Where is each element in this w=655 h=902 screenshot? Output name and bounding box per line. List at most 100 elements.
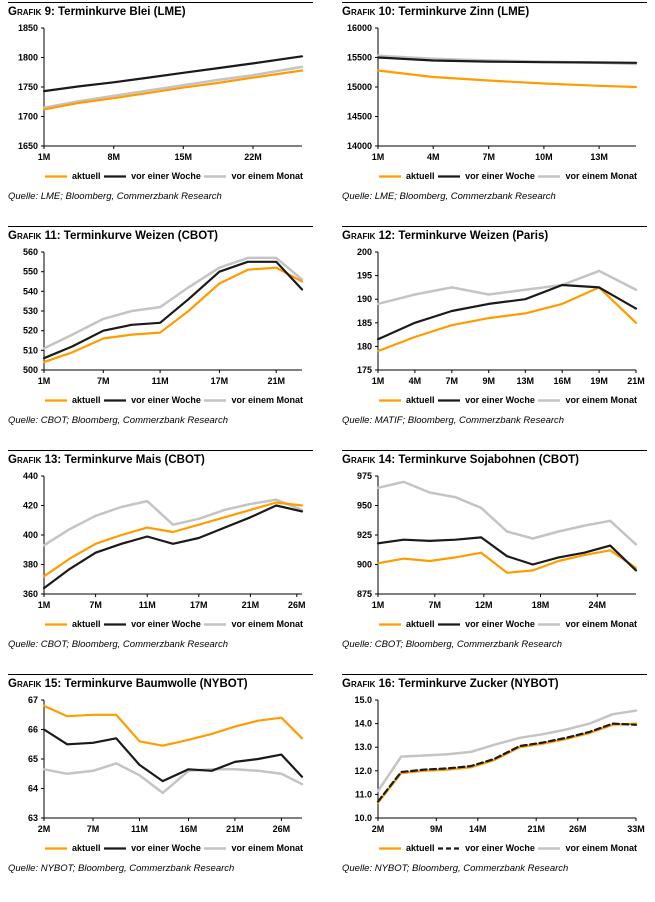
line-chart: 175 180 185 190 195 200 1M 4M 7M 9M 13M 16M 19M 21M [342, 244, 647, 390]
svg-text:19M: 19M [590, 376, 608, 386]
legend-label: vor einem Monat [565, 619, 637, 629]
svg-text:9M: 9M [430, 824, 443, 834]
legend-label: vor einem Monat [565, 171, 637, 181]
svg-text:26M: 26M [288, 600, 306, 610]
svg-text:1M: 1M [38, 152, 51, 162]
legend-label: vor einem Monat [231, 843, 303, 853]
chart-svg: 14000 14500 15000 15500 16000 1M 4M 7M 10M 13M [347, 23, 638, 162]
chart-svg: 175 180 185 190 195 200 1M 4M 7M 9M 13M 16M 19M 21M [357, 247, 645, 386]
legend-item: vor einem Monat [537, 395, 637, 405]
svg-text:7M: 7M [89, 600, 102, 610]
svg-text:1750: 1750 [18, 82, 38, 92]
legend-label: vor einer Woche [131, 171, 201, 181]
svg-text:1M: 1M [372, 376, 385, 386]
legend-label: aktuell [406, 843, 435, 853]
svg-text:26M: 26M [273, 824, 291, 834]
svg-text:975: 975 [357, 471, 372, 481]
svg-text:11M: 11M [139, 600, 156, 610]
svg-text:925: 925 [357, 530, 372, 540]
legend-item: aktuell [44, 395, 101, 405]
legend-label: vor einer Woche [465, 619, 535, 629]
legend-swatch [204, 622, 227, 626]
chart-label: Grafik 11: [8, 230, 61, 242]
chart-title-text: Terminkurve Blei (LME) [58, 6, 186, 18]
legend-item: vor einer Woche [103, 843, 201, 853]
svg-text:12M: 12M [475, 600, 493, 610]
chart-legend: aktuell vor einer Woche vor einem Monat [342, 393, 647, 407]
svg-text:16M: 16M [180, 824, 198, 834]
chart-title: Grafik 14: Terminkurve Sojabohnen (CBOT) [342, 454, 647, 466]
chart-source: Quelle: CBOT; Bloomberg, Commerzbank Res… [342, 639, 562, 650]
chart-svg: 1650 1700 1750 1800 1850 1M 8M 15M 22M [18, 23, 304, 162]
chart-title-text: Terminkurve Weizen (CBOT) [63, 230, 218, 242]
svg-text:195: 195 [357, 271, 372, 281]
legend-label: aktuell [72, 619, 101, 629]
legend-swatch [538, 622, 561, 626]
legend-swatch [538, 846, 561, 850]
legend-swatch [45, 174, 67, 178]
svg-text:10.0: 10.0 [354, 813, 372, 823]
chart-label: Grafik 12: [342, 230, 396, 242]
svg-text:1850: 1850 [18, 23, 38, 33]
svg-text:11M: 11M [131, 824, 148, 834]
legend-swatch [104, 622, 127, 626]
panel-divider [8, 450, 313, 451]
legend-label: aktuell [72, 843, 101, 853]
legend-swatch [538, 398, 561, 402]
svg-text:26M: 26M [569, 824, 587, 834]
legend-swatch [204, 174, 227, 178]
svg-text:33M: 33M [627, 824, 645, 834]
chart-label: Grafik 10: [342, 6, 396, 18]
chart-source: Quelle: NYBOT; Bloomberg, Commerzbank Re… [8, 863, 235, 874]
legend-swatch [438, 622, 461, 626]
chart-panel: Grafik 9: Terminkurve Blei (LME) 1650 170… [8, 2, 313, 226]
chart-panel: Grafik 14: Terminkurve Sojabohnen (CBOT)… [342, 450, 647, 674]
svg-text:14000: 14000 [347, 141, 372, 151]
svg-text:7M: 7M [482, 152, 495, 162]
chart-svg: 500 510 520 530 540 550 560 1M 7M 11M 17M 21M [23, 247, 304, 386]
legend-item: vor einer Woche [437, 619, 535, 629]
legend-label: vor einer Woche [465, 843, 535, 853]
chart-legend: aktuell vor einer Woche vor einem Monat [8, 617, 313, 631]
legend-item: vor einem Monat [537, 843, 637, 853]
svg-text:440: 440 [23, 471, 38, 481]
line-chart: 10.0 11.0 12.0 13.0 14.0 15.0 2M 9M 14M 21M 26M 33M [342, 692, 647, 838]
svg-text:13M: 13M [590, 152, 608, 162]
svg-text:67: 67 [28, 695, 38, 705]
legend-swatch [45, 846, 67, 850]
svg-text:2M: 2M [372, 824, 385, 834]
legend-label: vor einem Monat [231, 619, 303, 629]
chart-title: Grafik 9: Terminkurve Blei (LME) [8, 6, 313, 18]
legend-item: aktuell [378, 171, 435, 181]
svg-text:11M: 11M [152, 376, 169, 386]
svg-text:16M: 16M [553, 376, 571, 386]
svg-text:21M: 21M [267, 376, 285, 386]
chart-title: Grafik 13: Terminkurve Mais (CBOT) [8, 454, 313, 466]
panel-divider [8, 226, 313, 227]
panel-divider [8, 2, 313, 3]
panel-divider [342, 674, 647, 675]
svg-text:1M: 1M [372, 152, 385, 162]
legend-item: vor einem Monat [203, 395, 303, 405]
svg-text:17M: 17M [211, 376, 229, 386]
chart-title-text: Terminkurve Sojabohnen (CBOT) [398, 454, 580, 466]
line-chart: 1650 1700 1750 1800 1850 1M 8M 15M 22M [8, 20, 313, 166]
svg-text:21M: 21M [627, 376, 645, 386]
chart-svg: 360 380 400 420 440 1M 7M 11M 17M 21M 26M [23, 471, 306, 610]
chart-panel: Grafik 13: Terminkurve Mais (CBOT) 360 38… [8, 450, 313, 674]
svg-text:66: 66 [28, 725, 38, 735]
chart-legend: aktuell vor einer Woche vor einem Monat [8, 393, 313, 407]
svg-text:950: 950 [357, 501, 372, 511]
svg-text:500: 500 [23, 365, 38, 375]
svg-text:900: 900 [357, 560, 372, 570]
chart-title: Grafik 11: Terminkurve Weizen (CBOT) [8, 230, 313, 242]
svg-text:4M: 4M [427, 152, 440, 162]
svg-text:17M: 17M [190, 600, 208, 610]
chart-svg: 10.0 11.0 12.0 13.0 14.0 15.0 2M 9M 14M 21M 26M 33M [354, 695, 645, 834]
chart-title-text: Terminkurve Mais (CBOT) [64, 454, 205, 466]
svg-text:1M: 1M [38, 376, 51, 386]
svg-text:180: 180 [357, 341, 372, 351]
chart-panel: Grafik 11: Terminkurve Weizen (CBOT) 500… [8, 226, 313, 450]
legend-item: aktuell [44, 843, 101, 853]
svg-text:200: 200 [357, 247, 372, 257]
